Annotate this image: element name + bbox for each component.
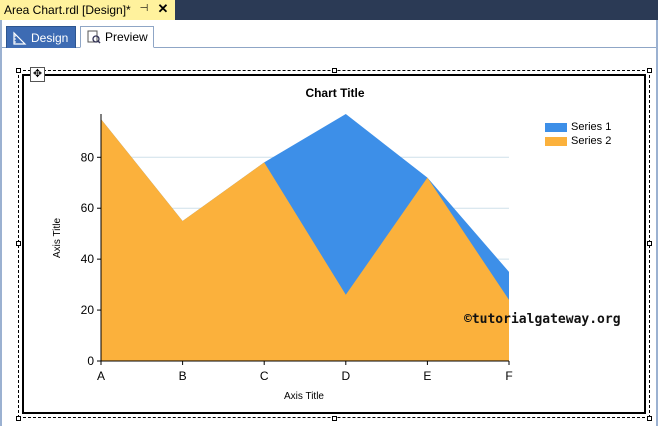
resize-handle-bottom-right[interactable] [647,416,652,421]
resize-handle-bottom-center[interactable] [332,416,337,421]
pin-icon[interactable]: ⊣ [139,3,149,14]
legend-item-series-1: Series 1 [545,120,611,134]
legend-label-series-1: Series 1 [571,121,612,133]
tab-preview-label: Preview [105,30,148,44]
y-tick-label: 20 [81,303,95,317]
resize-handle-top-right[interactable] [647,68,652,73]
preview-icon [87,30,101,44]
chart-title[interactable]: Chart Title [305,86,365,100]
tick-labels: 0 20 40 60 80 A B C D E F [81,150,513,383]
tab-preview[interactable]: Preview [80,26,154,48]
document-tab-title: Area Chart.rdl [Design]* [4,3,131,17]
resize-handle-bottom-left[interactable] [16,416,21,421]
chart-item[interactable] [22,74,646,414]
y-tick-label: 40 [81,252,95,266]
move-handle-icon[interactable]: ✥ [30,67,45,82]
x-tick-label: D [341,369,350,383]
resize-handle-middle-right[interactable] [647,241,652,246]
tab-design[interactable]: Design [6,26,76,48]
design-ruler-icon [13,31,27,45]
y-tick-label: 60 [81,201,95,215]
resize-handle-top-center[interactable] [332,68,337,73]
legend-item-series-2: Series 2 [545,134,611,148]
legend-swatch-series-2 [545,136,567,146]
view-tab-bar: Design Preview [2,24,656,48]
legend-label-series-2: Series 2 [571,135,612,147]
axes [100,114,509,362]
y-axis-title[interactable]: Axis Title [52,218,63,258]
frame-border-right [656,20,658,426]
legend-swatch-series-1 [545,122,567,132]
y-tick-label: 80 [81,150,95,164]
x-tick-label: F [505,369,512,383]
frame-border-left [0,20,2,426]
series-areas [101,114,509,362]
chart-legend[interactable]: Series 1 Series 2 [545,120,611,148]
close-icon[interactable]: ✕ [157,1,169,16]
area-series-2 [101,119,509,362]
document-tab[interactable]: Area Chart.rdl [Design]* ⊣ ✕ [0,0,175,20]
resize-handle-top-left[interactable] [16,68,21,73]
x-tick-label: A [97,369,105,383]
resize-handle-middle-left[interactable] [16,241,21,246]
x-axis-title[interactable]: Axis Title [284,391,324,402]
tab-design-label: Design [31,30,69,45]
x-tick-label: C [260,369,269,383]
x-tick-label: B [179,369,187,383]
y-tick-label: 0 [87,354,94,368]
watermark: ©tutorialgateway.org [464,312,621,327]
x-tick-label: E [423,369,431,383]
